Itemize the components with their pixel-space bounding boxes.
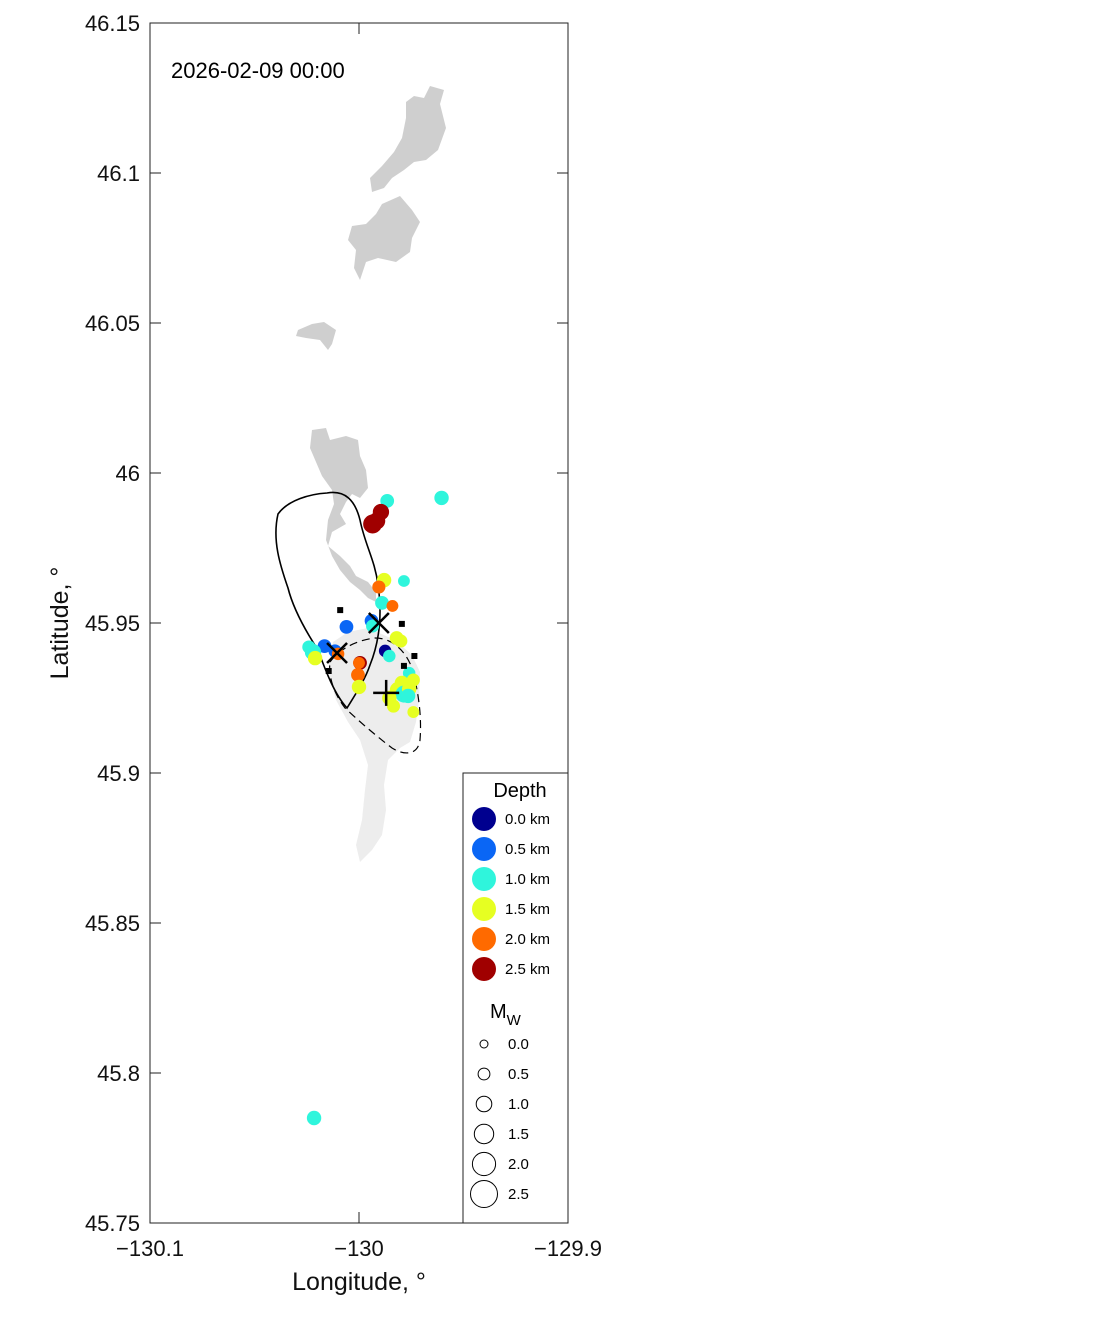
depth-legend-label: 2.5 km: [505, 961, 550, 978]
earthquake-point: [351, 679, 367, 695]
earthquake-point: [383, 649, 396, 663]
earthquake-point: [400, 688, 416, 704]
earthquake-point: [394, 634, 408, 648]
lava-flow-upper-1: [370, 86, 446, 192]
y-tick-label: 46.1: [97, 161, 140, 186]
magnitude-legend-circle: [475, 1095, 493, 1113]
y-axis-title: Latitude, °: [46, 567, 74, 680]
magnitude-legend-circle: [473, 1123, 495, 1145]
lava-flow-upper-3: [296, 322, 336, 350]
y-tick-label: 45.8: [97, 1061, 140, 1086]
magnitude-legend-title-main: M: [490, 1001, 507, 1023]
y-tick-label: 45.9: [97, 761, 140, 786]
magnitude-legend-label: 1.0: [508, 1096, 529, 1113]
station-square: [400, 662, 407, 669]
earthquake-point: [386, 699, 401, 713]
station-square: [325, 668, 332, 674]
station-squares-layer: [325, 607, 418, 674]
magnitude-legend-title: MW: [490, 1001, 522, 1029]
earthquake-point: [372, 580, 386, 594]
magnitude-legend-circle: [479, 1039, 489, 1049]
x-tick-label: −130.1: [116, 1236, 184, 1261]
x-tick-labels: −130.1 −130 −129.9: [116, 1236, 602, 1261]
x-axis-title: Longitude, °: [292, 1268, 426, 1296]
caldera-outline: [275, 491, 381, 710]
magnitude-legend-label: 0.5: [508, 1066, 529, 1083]
magnitude-legend-circle: [471, 1151, 497, 1177]
magnitude-legend-label: 2.0: [508, 1156, 529, 1173]
depth-legend-swatch: [472, 897, 496, 921]
depth-legend-title: Depth: [493, 780, 546, 802]
magnitude-legend-circle: [477, 1067, 491, 1081]
magnitude-legend-entries: 0.0 0.5 1.0 1.5 2.0 2.5: [470, 1036, 529, 1208]
earthquake-point: [351, 668, 365, 682]
fissure-outline-dashed: [329, 637, 422, 754]
depth-legend-label: 0.5 km: [505, 841, 550, 858]
events-layer: [302, 490, 449, 1126]
y-tick-label: 46: [116, 461, 140, 486]
y-tick-label: 46.15: [85, 11, 140, 36]
depth-legend-label: 0.0 km: [505, 811, 550, 828]
magnitude-legend-title-sub: W: [507, 1012, 522, 1029]
y-tick-label: 45.95: [85, 611, 140, 636]
y-tick-label: 46.05: [85, 311, 140, 336]
depth-legend-label: 1.5 km: [505, 901, 550, 918]
magnitude-legend-label: 1.5: [508, 1126, 529, 1143]
earthquake-point: [375, 596, 389, 610]
lava-flow-upper-2: [348, 196, 420, 280]
depth-legend-swatch: [472, 837, 496, 861]
earthquake-point: [398, 575, 410, 587]
earthquake-point: [306, 1110, 322, 1126]
timestamp-label: 2026-02-09 00:00: [171, 58, 345, 83]
y-tick-label: 45.85: [85, 911, 140, 936]
earthquake-point: [434, 490, 449, 506]
magnitude-legend-label: 0.0: [508, 1036, 529, 1053]
station-square: [411, 653, 418, 659]
earthquake-point: [372, 503, 390, 521]
depth-legend-swatch: [472, 807, 496, 831]
earthquake-point: [353, 656, 365, 669]
x-marker-stroke: [326, 642, 348, 664]
y-tick-label: 45.75: [85, 1211, 140, 1236]
depth-legend-label: 2.0 km: [505, 931, 550, 948]
lava-flow-shading: [296, 86, 446, 862]
y-tick-labels: 45.75 45.8 45.85 45.9 45.95 46 46.05 46.1 46.15: [85, 11, 140, 1236]
x-tick-label: −130: [334, 1236, 384, 1261]
earthquake-point: [307, 650, 323, 666]
reference-marks-layer: [326, 612, 400, 706]
earthquake-point: [366, 619, 380, 633]
x-tick-label: −129.9: [534, 1236, 602, 1261]
magnitude-legend-circle: [470, 1180, 498, 1208]
x-marker-stroke: [367, 612, 390, 634]
depth-legend-swatch: [472, 927, 496, 951]
legend: Depth 0.0 km 0.5 km 1.0 km 1.5 km 2.0 km 2.5 …: [462, 772, 569, 1224]
magnitude-legend-label: 2.5: [508, 1186, 529, 1203]
earthquake-point: [380, 494, 395, 508]
lava-flow-mid: [310, 428, 376, 602]
depth-legend-entries: 0.0 km 0.5 km 1.0 km 1.5 km 2.0 km 2.5 km: [472, 807, 550, 981]
depth-legend-label: 1.0 km: [505, 871, 550, 888]
station-square: [398, 620, 405, 627]
earthquake-point: [339, 620, 354, 634]
earthquake-point: [407, 706, 420, 719]
depth-legend-swatch: [472, 957, 496, 981]
depth-legend-swatch: [472, 867, 496, 891]
station-square: [337, 607, 344, 614]
earthquake-point: [386, 599, 399, 612]
